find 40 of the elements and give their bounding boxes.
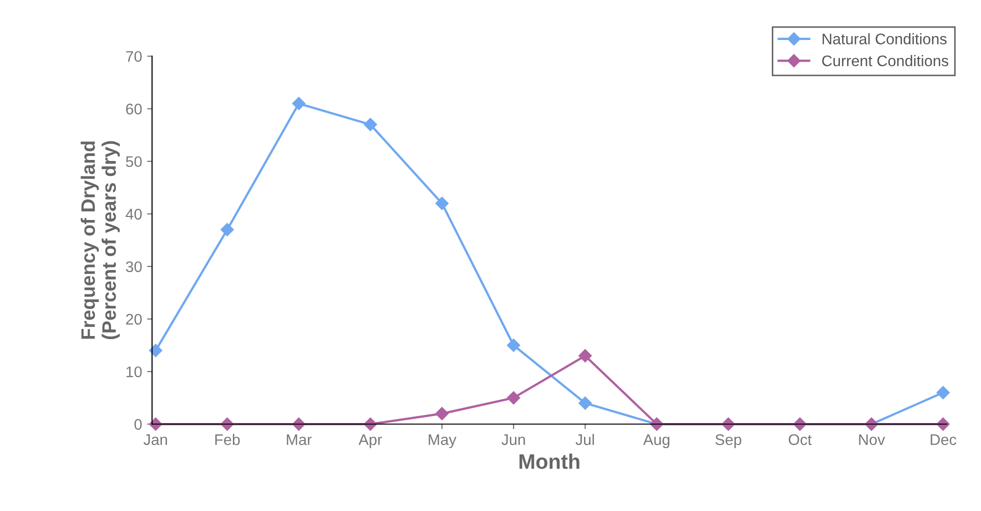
x-tick-label: Jun xyxy=(501,434,525,446)
point xyxy=(220,418,234,431)
x-tick-label: Sep xyxy=(715,434,742,448)
point xyxy=(506,338,520,352)
point xyxy=(578,396,592,410)
point xyxy=(149,418,162,431)
x-tick-label: Jan xyxy=(144,434,167,446)
x-tick-label: Aug xyxy=(643,434,670,448)
x-tick-label: Oct xyxy=(788,434,812,446)
y-tick-label: 40 xyxy=(126,208,142,220)
x-tick-label: Feb xyxy=(215,434,240,446)
y-tick-label: 70 xyxy=(126,51,142,62)
point xyxy=(292,418,306,431)
x-tick-label: Apr xyxy=(358,434,382,448)
x-axis-title: Month xyxy=(520,454,580,469)
y-tick-label: 30 xyxy=(126,261,142,272)
point xyxy=(292,96,306,110)
x-tick-label: Mar xyxy=(286,434,312,446)
point xyxy=(578,349,592,362)
point xyxy=(364,418,377,431)
point xyxy=(936,386,950,400)
y-tick-label: 10 xyxy=(126,366,142,378)
y-tick-label: 50 xyxy=(126,156,142,168)
y-tick-label: 0 xyxy=(134,419,142,430)
point xyxy=(435,407,449,420)
x-tick-label: Dec xyxy=(930,434,956,446)
y-axis-title: Frequency of Dryland (Percent of years dry) xyxy=(80,141,120,340)
legend-label: Current Conditions xyxy=(822,55,948,66)
x-tick-label: Jul xyxy=(576,434,594,446)
point xyxy=(220,223,234,236)
x-tick-label: May xyxy=(428,434,456,448)
point xyxy=(435,196,449,210)
point xyxy=(149,344,162,358)
point xyxy=(506,391,520,404)
legend-label: Natural Conditions xyxy=(822,33,947,44)
point xyxy=(936,418,950,431)
y-tick-label: 20 xyxy=(126,314,142,325)
x-tick-label: Nov xyxy=(859,434,886,446)
y-tick-label: 60 xyxy=(126,104,142,114)
point xyxy=(364,118,377,132)
